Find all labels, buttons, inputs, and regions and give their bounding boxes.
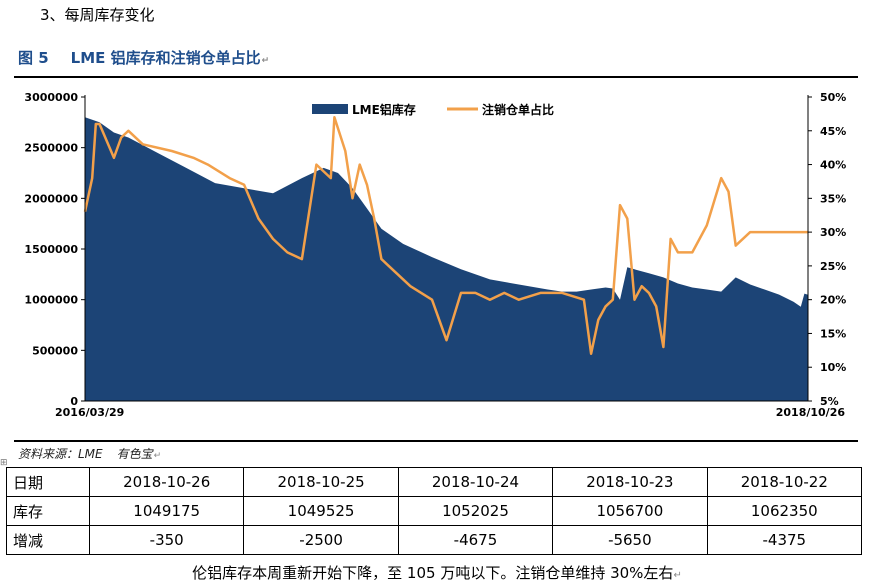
table-cell: -4375	[706, 525, 863, 555]
stock-area	[85, 117, 808, 402]
table-row-change: 增减 -350 -2500 -4675 -5650 -4375	[6, 525, 863, 555]
table-cell: 2018-10-24	[397, 467, 554, 497]
legend-swatch-stock	[312, 104, 348, 114]
right-tick-label: 15%	[820, 327, 846, 340]
summary-sentence: 伦铝库存本周重新开始下降，至 105 万吨以下。注销仓单维持 30%左右	[192, 564, 674, 582]
right-tick-label: 20%	[820, 294, 846, 307]
right-tick-label: 50%	[820, 91, 846, 104]
left-tick-label: 2500000	[24, 142, 78, 155]
lme-aluminum-chart: 0 500000 1000000 1500000 2000000 2500000 30000…	[24, 91, 846, 419]
table-cell: 2018-10-23	[552, 467, 708, 497]
row-label: 增减	[6, 525, 90, 555]
summary-text: 伦铝库存本周重新开始下降，至 105 万吨以下。注销仓单维持 30%左右↵	[192, 564, 682, 582]
legend-label-ratio: 注销仓单占比	[482, 102, 554, 117]
table-row-stock: 库存 1049175 1049525 1052025 1056700 10623…	[6, 496, 863, 526]
left-tick-label: 2000000	[24, 192, 78, 205]
table-cell: -2500	[243, 525, 399, 555]
title-divider	[14, 76, 858, 78]
source-text: 资料来源：LME	[18, 447, 103, 461]
x-end-label: 2018/10/26	[776, 406, 846, 419]
left-tick-label: 0	[70, 395, 78, 408]
figure-number: 图 5	[18, 49, 49, 67]
table-cell: -5650	[552, 525, 708, 555]
table-cell: 2018-10-22	[706, 467, 863, 497]
inventory-table: 日期 2018-10-26 2018-10-25 2018-10-24 2018…	[6, 467, 863, 555]
figure-title: 图 5 LME 铝库存和注销仓单占比↵	[18, 49, 270, 67]
right-tick-label: 35%	[820, 192, 846, 205]
right-tick-label: 5%	[820, 395, 839, 408]
table-cell: 1049525	[243, 496, 399, 526]
left-tick-label: 500000	[32, 344, 78, 357]
table-cell: 2018-10-25	[243, 467, 399, 497]
row-label: 日期	[6, 467, 90, 497]
table-cell: 2018-10-26	[88, 467, 245, 497]
table-row-date: 日期 2018-10-26 2018-10-25 2018-10-24 2018…	[6, 467, 863, 497]
table-cell: -4675	[397, 525, 554, 555]
section-heading: 3、每周库存变化	[40, 6, 155, 24]
table-cell: 1052025	[397, 496, 554, 526]
right-tick-label: 25%	[820, 260, 846, 273]
table-cell: -350	[88, 525, 245, 555]
chart-divider	[14, 440, 858, 442]
x-start-label: 2016/03/29	[55, 406, 124, 419]
ratio-line	[83, 116, 808, 355]
right-tick-label: 40%	[820, 159, 846, 172]
figure-caption: LME 铝库存和注销仓单占比	[70, 49, 261, 67]
left-tick-label: 3000000	[24, 91, 78, 104]
right-tick-label: 30%	[820, 226, 846, 239]
legend-label-stock: LME铝库存	[352, 102, 416, 117]
table-cell: 1049175	[88, 496, 245, 526]
right-tick-label: 10%	[820, 361, 846, 374]
left-tick-label: 1500000	[24, 243, 78, 256]
table-cell: 1062350	[706, 496, 863, 526]
source-note: 资料来源：LME 有色宝↵	[18, 447, 162, 461]
source-vendor: 有色宝	[116, 447, 153, 461]
left-tick-label: 1000000	[24, 294, 78, 307]
table-cell: 1056700	[552, 496, 708, 526]
row-label: 库存	[6, 496, 90, 526]
right-tick-label: 45%	[820, 125, 846, 138]
table-anchor-icon: ⊞	[0, 458, 8, 468]
